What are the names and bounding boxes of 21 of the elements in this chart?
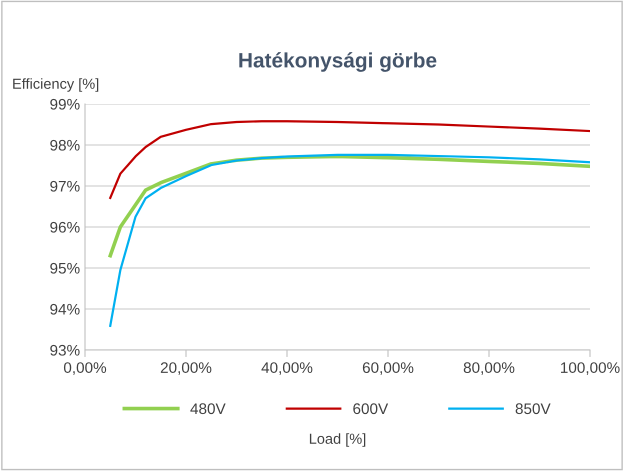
x-axis-title: Load [%] — [310, 433, 366, 447]
y-tick-label: 93% — [50, 344, 80, 356]
y-tick-label: 97% — [50, 180, 80, 192]
legend-label: 600V — [353, 403, 388, 414]
x-tick-label: 100,00% — [561, 362, 620, 375]
x-tick-label: 80,00% — [464, 362, 514, 375]
y-tick-label: 99% — [50, 98, 80, 110]
legend-label: 480V — [190, 403, 226, 414]
line-series — [109, 120, 590, 199]
x-tick-label: 20,00% — [160, 362, 212, 375]
legend-label: 850V — [516, 403, 551, 414]
y-tick-label: 96% — [50, 222, 80, 233]
x-tick-label: 0,00% — [64, 362, 106, 375]
y-tick-label: 94% — [50, 304, 80, 315]
line-series — [109, 154, 590, 327]
x-tick-label: 60,00% — [362, 362, 414, 375]
y-tick-label: 95% — [50, 262, 80, 274]
y-tick-label: 98% — [50, 140, 80, 151]
y-axis-title: Efficiency [%] — [13, 78, 98, 92]
chart-title: Hatékonysági görbe — [239, 52, 436, 72]
x-tick-label: 40,00% — [261, 362, 312, 375]
